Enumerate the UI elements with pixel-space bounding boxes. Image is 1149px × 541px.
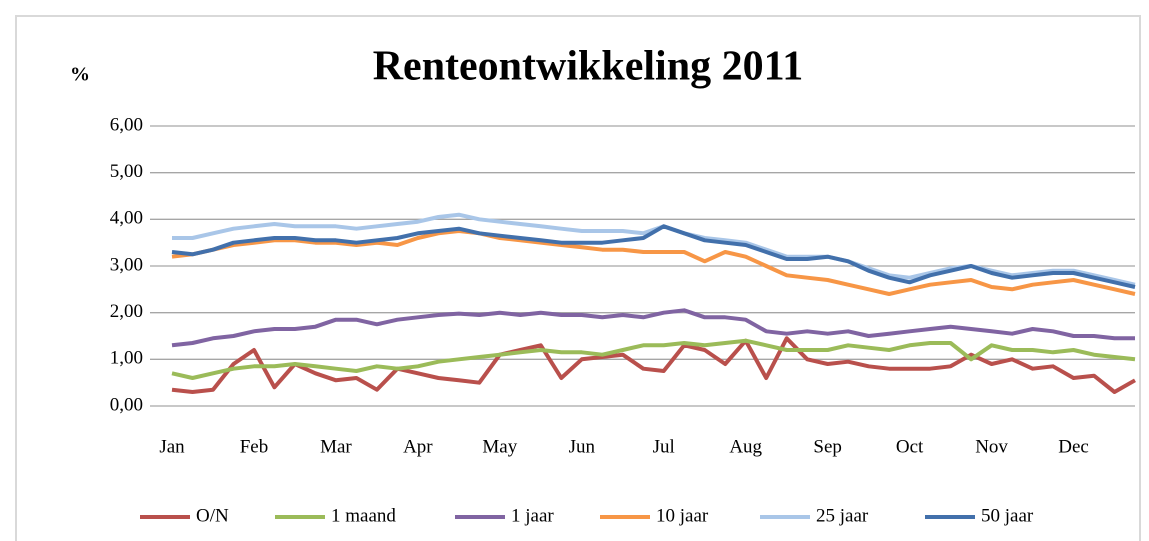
x-tick-label: Sep bbox=[813, 436, 842, 457]
x-tick-label: Nov bbox=[975, 436, 1008, 457]
y-tick-label: 5,00 bbox=[110, 161, 143, 182]
series-line bbox=[171, 338, 1136, 380]
y-tick-label: 6,00 bbox=[110, 114, 143, 135]
x-tick-label: May bbox=[482, 436, 517, 457]
x-tick-label: Dec bbox=[1058, 436, 1089, 457]
series-line bbox=[171, 308, 1135, 348]
x-tick-label: Jul bbox=[653, 436, 675, 457]
series-line bbox=[171, 229, 1136, 296]
y-tick-label: 2,00 bbox=[110, 301, 143, 322]
legend-label: 10 jaar bbox=[656, 505, 709, 526]
x-tick-label: Aug bbox=[729, 436, 762, 457]
legend-label: O/N bbox=[196, 505, 229, 526]
legend-label: 50 jaar bbox=[981, 505, 1034, 526]
y-tick-label: 4,00 bbox=[110, 208, 143, 229]
series-line bbox=[171, 224, 1136, 289]
x-tick-label: Feb bbox=[240, 436, 269, 457]
y-tick-label: 3,00 bbox=[110, 254, 143, 275]
legend-label: 25 jaar bbox=[816, 505, 869, 526]
x-tick-label: Jun bbox=[569, 436, 596, 457]
x-tick-label: Mar bbox=[320, 436, 352, 457]
x-tick-label: Apr bbox=[403, 436, 433, 457]
y-tick-label: 0,00 bbox=[110, 394, 143, 415]
legend-label: 1 maand bbox=[331, 505, 396, 526]
chart-title: Renteontwikkeling 2011 bbox=[373, 44, 804, 90]
x-tick-label: Oct bbox=[896, 436, 924, 457]
y-axis-label: % bbox=[70, 64, 90, 86]
chart-frame bbox=[15, 15, 1141, 541]
x-tick-label: Jan bbox=[159, 436, 185, 457]
legend-label: 1 jaar bbox=[511, 505, 554, 526]
y-tick-label: 1,00 bbox=[110, 348, 143, 369]
